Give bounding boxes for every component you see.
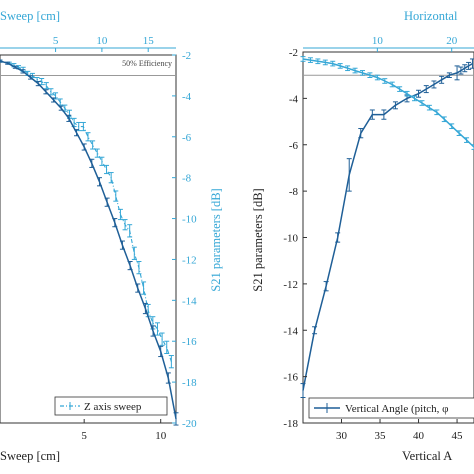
left-plot-frame [0, 54, 177, 424]
left-y-tick-label: -8 [182, 173, 192, 185]
right-y-tick-label: -8 [289, 186, 299, 198]
right-y-tick-label: -18 [283, 418, 298, 430]
left-y-tick-label: -18 [182, 377, 197, 389]
left-y-tick-label: -2 [182, 50, 191, 62]
right-top-x-tick-label: 20 [446, 35, 458, 47]
left-top-x-tick-label: 5 [53, 35, 59, 47]
right-bottom-axis-label: Vertical A [402, 449, 452, 463]
left-legend-box [54, 396, 168, 416]
right-y-tick-label: -2 [289, 47, 298, 59]
left-legend-label: Z axis sweep [84, 401, 142, 413]
left-y-tick-label: -10 [182, 214, 197, 226]
right-y-tick-label: -16 [283, 372, 298, 384]
right-bottom-x-tick-label: 45 [452, 430, 464, 442]
left-y-tick-label: -12 [182, 254, 197, 266]
left-bottom-x-tick-label: 5 [81, 430, 87, 442]
right-y-tick-label: -14 [283, 325, 298, 337]
right-top-x-tick-label: 10 [372, 35, 384, 47]
left-y-tick-label: -14 [182, 295, 197, 307]
left-top-x-tick-label: 10 [96, 35, 108, 47]
left-y-tick-label: -20 [182, 418, 197, 430]
right-y-tick-label: -10 [283, 233, 298, 245]
left-y-tick-label: -6 [182, 132, 192, 144]
right-chart-panel: -2 -4 -6 -8 -10 -12 -14 -16 -18 10 20 30 35 40 45 Hori… [251, 9, 474, 463]
left-chart-panel: -2 -4 -6 -8 -10 -12 -14 -16 -18 -20 5 10 15 5 10 Sweep… [0, 9, 223, 463]
right-legend-label: Vertical Angle (pitch, φ [345, 403, 449, 415]
right-bottom-x-tick-label: 30 [336, 430, 348, 442]
efficiency-annotation: 50% Efficiency [122, 59, 172, 68]
right-bottom-x-tick-label: 40 [413, 430, 425, 442]
right-left-axis-label: S21 parameters [dB] [251, 188, 265, 291]
right-y-tick-label: -4 [289, 93, 299, 105]
right-series-1-line [302, 58, 474, 148]
right-legend-box [308, 397, 474, 419]
left-bottom-x-tick-label: 10 [155, 430, 167, 442]
left-series-1-line [0, 60, 177, 420]
left-y-tick-label: -16 [182, 336, 197, 348]
right-legend: Vertical Angle (pitch, φ [308, 397, 474, 419]
right-plot-frame [302, 51, 474, 424]
left-top-axis-label: Sweep [cm] [0, 9, 60, 23]
right-bottom-x-tick-label: 35 [375, 430, 387, 442]
right-y-tick-label: -12 [283, 279, 298, 291]
right-top-axis-label: Horizontal [404, 9, 458, 23]
left-right-axis-label: S21 parameters [dB] [209, 188, 223, 291]
left-y-tick-label: -4 [182, 91, 192, 103]
right-y-tick-label: -6 [289, 140, 299, 152]
left-top-x-tick-label: 15 [143, 35, 155, 47]
left-legend: Z axis sweep [54, 396, 168, 416]
left-bottom-axis-label: Sweep [cm] [0, 449, 60, 463]
